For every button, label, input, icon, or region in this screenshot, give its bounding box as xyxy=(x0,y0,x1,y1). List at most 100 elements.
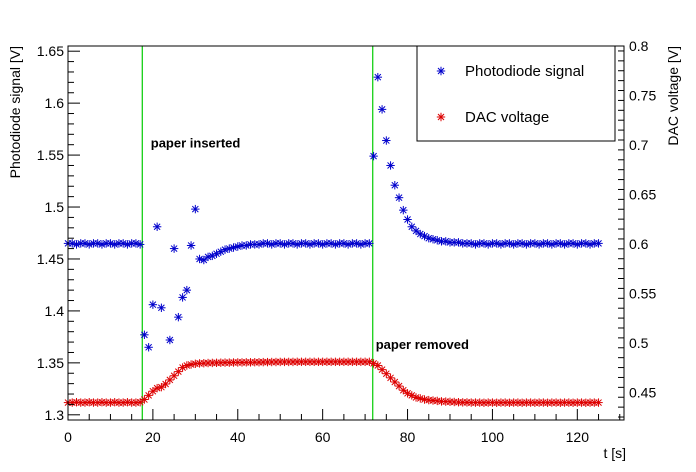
dac-point xyxy=(135,397,145,407)
dac-point xyxy=(420,395,429,404)
photodiode-point xyxy=(263,239,272,248)
x-axis-title: t [s] xyxy=(603,445,626,461)
photodiode-point xyxy=(496,240,506,249)
left-y-tick-label: 1.45 xyxy=(37,251,64,267)
photodiode-point xyxy=(144,343,153,352)
photodiode-point xyxy=(390,181,400,190)
x-tick-label: 0 xyxy=(64,429,72,445)
dac-point xyxy=(594,398,603,407)
photodiode-point xyxy=(394,193,404,202)
legend-marker-dac xyxy=(436,112,446,122)
plot-frame xyxy=(67,45,625,421)
left-y-tick-label: 1.6 xyxy=(45,95,65,111)
photodiode-point xyxy=(148,300,158,309)
x-tick-label: 100 xyxy=(481,429,505,445)
dac-point xyxy=(148,387,158,396)
right-y-axis-title: DAC voltage [V] xyxy=(665,46,681,146)
photodiode-point xyxy=(178,293,187,302)
legend: Photodiode signal DAC voltage xyxy=(416,45,616,142)
photodiode-point xyxy=(301,239,310,248)
annotation-paper-removed: paper removed xyxy=(376,337,469,352)
photodiode-point xyxy=(157,303,166,312)
photodiode-point xyxy=(318,240,327,249)
right-y-tick-label: 0.55 xyxy=(629,285,656,301)
left-y-axis-title: Photodiode signal [V] xyxy=(7,46,23,178)
right-y-tick-label: 0.75 xyxy=(629,87,656,103)
legend-marker-photodiode xyxy=(436,66,446,76)
right-y-tick-label: 0.5 xyxy=(629,335,649,351)
legend-box xyxy=(416,45,616,142)
data-points xyxy=(63,72,603,407)
left-y-axis: 1.3 1.35 1.4 1.45 1.5 1.55 1.6 1.65 xyxy=(37,43,80,423)
right-y-tick-label: 0.45 xyxy=(629,384,656,400)
photodiode-point xyxy=(174,312,183,322)
right-y-tick-label: 0.65 xyxy=(629,186,656,202)
left-y-tick-label: 1.55 xyxy=(37,147,64,163)
right-y-tick-label: 0.8 xyxy=(629,38,649,54)
dac-point xyxy=(157,382,166,392)
x-tick-label: 80 xyxy=(400,429,416,445)
photodiode-point xyxy=(399,205,408,215)
vertical-markers xyxy=(141,46,374,420)
photodiode-point xyxy=(199,255,209,265)
left-y-tick-label: 1.5 xyxy=(45,199,65,215)
photodiode-point xyxy=(509,240,518,249)
dac-point xyxy=(399,386,408,395)
photodiode-point xyxy=(585,240,595,249)
photodiode-point xyxy=(229,243,238,252)
left-y-tick-label: 1.65 xyxy=(37,43,64,59)
right-y-axis: 0.45 0.5 0.55 0.6 0.65 0.7 0.75 0.8 xyxy=(618,38,656,418)
photodiode-point xyxy=(369,151,378,161)
photodiode-point xyxy=(72,240,81,249)
photodiode-point xyxy=(339,239,349,248)
annotation-paper-inserted: paper inserted xyxy=(151,136,241,151)
left-y-tick-label: 1.35 xyxy=(37,355,64,371)
photodiode-point xyxy=(403,215,412,224)
photodiode-point xyxy=(233,242,242,251)
photodiode-point xyxy=(411,226,421,236)
photodiode-point xyxy=(556,239,565,248)
photodiode-point xyxy=(123,240,132,249)
legend-star xyxy=(436,112,446,122)
photodiode-point xyxy=(135,240,145,249)
dac-point xyxy=(178,363,187,372)
legend-star xyxy=(436,66,446,76)
photodiode-point xyxy=(471,240,480,249)
x-tick-label: 40 xyxy=(230,429,246,445)
photodiode-point xyxy=(169,244,179,253)
dac-point xyxy=(165,375,175,385)
photodiode-point xyxy=(314,239,323,248)
x-tick-label: 60 xyxy=(315,429,331,445)
x-axis: 0 20 40 60 80 100 120 xyxy=(64,409,621,445)
left-y-tick-label: 1.4 xyxy=(45,303,65,319)
photodiode-point xyxy=(568,239,578,248)
photodiode-point xyxy=(594,239,603,248)
photodiode-point xyxy=(382,136,391,145)
photodiode-point xyxy=(186,241,196,250)
right-y-tick-label: 0.6 xyxy=(629,236,649,252)
photodiode-point xyxy=(182,285,192,295)
dac-point xyxy=(390,377,400,387)
photodiode-point xyxy=(373,72,383,82)
photodiode-point xyxy=(191,204,200,214)
legend-entry-photodiode: Photodiode signal xyxy=(465,63,584,80)
photodiode-point xyxy=(365,239,374,248)
photodiode-point xyxy=(560,240,569,249)
right-y-tick-label: 0.7 xyxy=(629,137,649,153)
left-y-tick-label: 1.3 xyxy=(45,407,65,423)
x-tick-label: 20 xyxy=(145,429,161,445)
photodiode-point xyxy=(386,161,395,170)
photodiode-point xyxy=(377,105,387,114)
photodiode-point xyxy=(280,240,289,249)
legend-entry-dac: DAC voltage xyxy=(465,109,549,126)
photodiode-point xyxy=(195,254,204,264)
photodiode-point xyxy=(305,240,315,249)
photodiode-point xyxy=(68,239,77,248)
photodiode-point xyxy=(420,231,429,241)
x-tick-label: 120 xyxy=(566,429,590,445)
photodiode-point xyxy=(152,222,162,231)
photodiode-point xyxy=(343,240,353,249)
photodiode-point xyxy=(165,335,175,345)
photodiode-point xyxy=(140,330,149,340)
